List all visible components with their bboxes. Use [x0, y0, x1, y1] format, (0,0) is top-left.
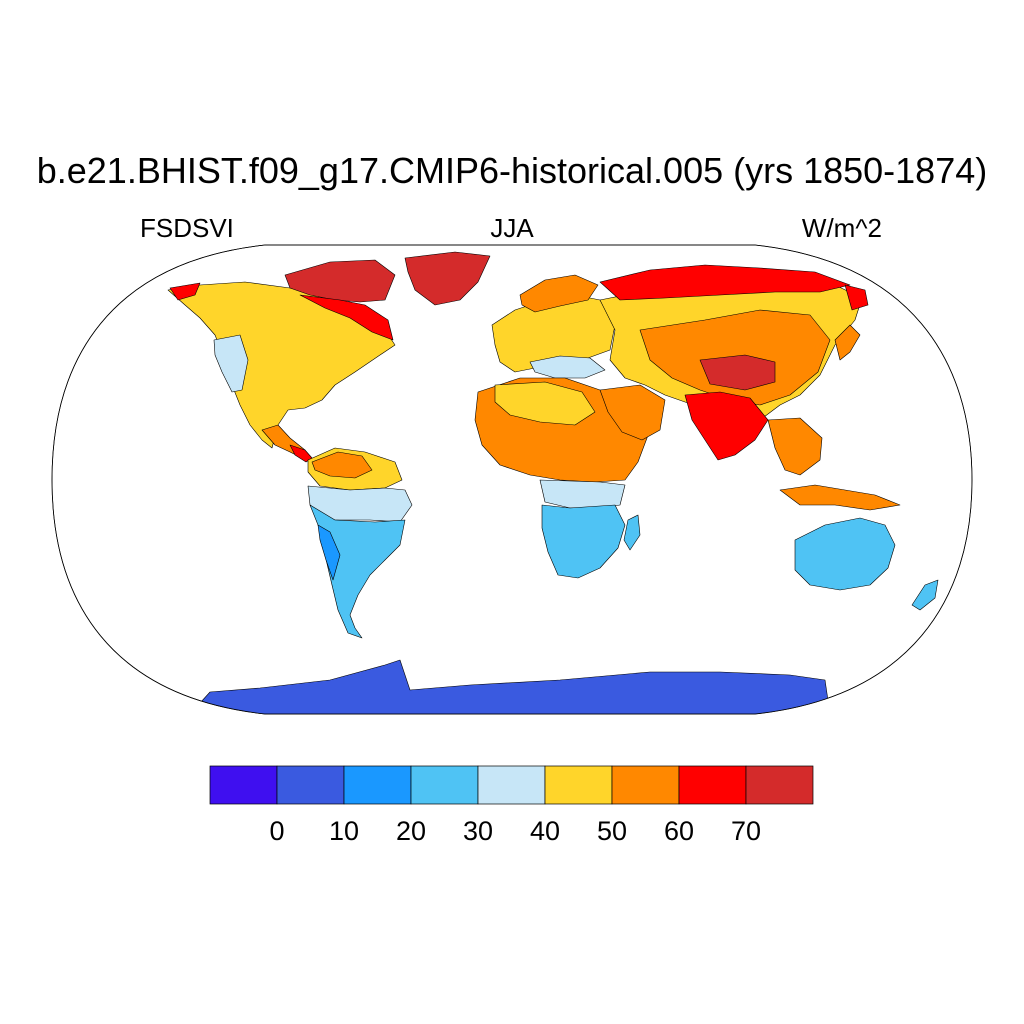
sahara-yellow [494, 381, 596, 426]
tibet [699, 354, 776, 391]
indonesia [779, 484, 901, 511]
colorbar-box [611, 765, 680, 805]
alaska-red [169, 282, 201, 301]
arabia [599, 384, 666, 441]
units-label: W/m^2 [801, 213, 882, 243]
madagascar [623, 514, 641, 551]
scandinavia [519, 274, 599, 313]
colorbar-box [745, 765, 814, 805]
colorbar-box [343, 765, 412, 805]
season-label: JJA [490, 213, 534, 243]
colorbar-label: 60 [664, 816, 694, 846]
siberia-red [599, 264, 851, 301]
colorbar-box [678, 765, 747, 805]
colorbar-label: 40 [530, 816, 560, 846]
north-america-west-coast [213, 334, 249, 393]
colorbar-boxes [209, 765, 814, 805]
colorbar-label: 70 [731, 816, 761, 846]
south-america-andes [317, 524, 341, 581]
africa-south [541, 504, 626, 579]
colorbar-label: 10 [329, 816, 359, 846]
india [684, 391, 769, 461]
variable-label: FSDSVI [140, 213, 234, 243]
colorbar-box [209, 765, 278, 805]
colorbar-label: 50 [597, 816, 627, 846]
colorbar-labels: 0 10 20 30 40 50 60 70 [269, 816, 761, 846]
australia [794, 517, 896, 591]
canada-red [299, 294, 394, 341]
kamchatka [844, 284, 869, 311]
colorbar-box [477, 765, 546, 805]
plot-title: b.e21.BHIST.f09_g17.CMIP6-historical.005… [36, 150, 988, 191]
canada-arctic [284, 259, 396, 303]
se-asia [767, 417, 823, 476]
colorbar-label: 0 [269, 816, 284, 846]
japan [834, 324, 861, 361]
colorbar-box [410, 765, 479, 805]
south-america-orange [311, 451, 373, 479]
new-zealand [911, 579, 939, 611]
colorbar-label: 30 [463, 816, 493, 846]
colorbar-box [276, 765, 345, 805]
south-america-south [309, 504, 406, 639]
colorbar-box [544, 765, 613, 805]
colorbar-label: 20 [396, 816, 426, 846]
greenland [404, 251, 491, 306]
mediterranean-coast [529, 355, 606, 379]
